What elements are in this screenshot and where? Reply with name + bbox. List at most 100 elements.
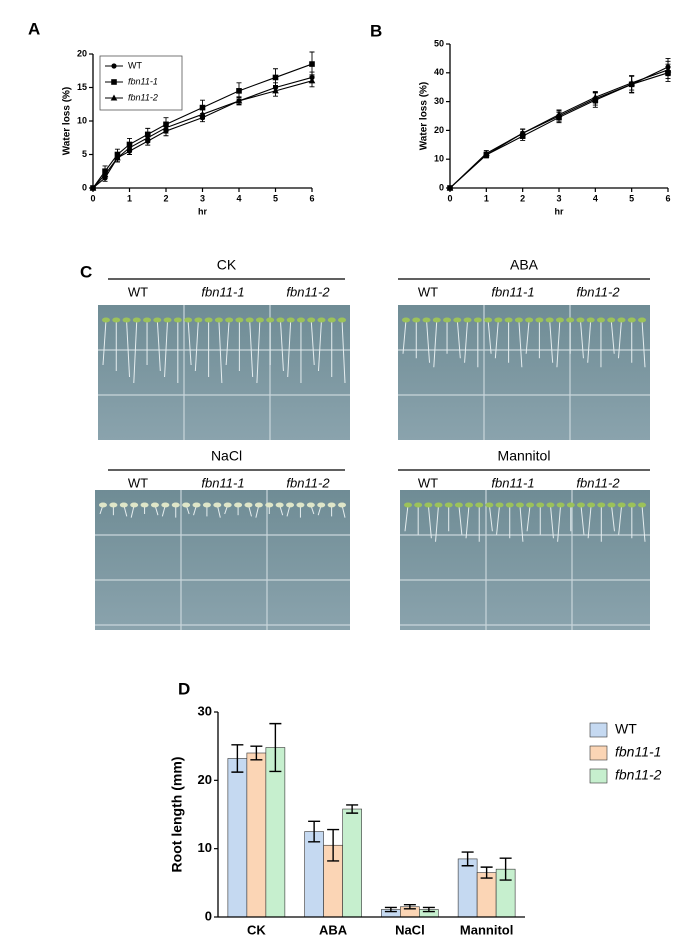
genotype-label: fbn11-1	[201, 284, 244, 299]
y-tick-label: 15	[77, 82, 87, 92]
seedling-root	[433, 319, 438, 368]
error-bar	[384, 906, 397, 913]
seedling-leaf	[99, 502, 107, 508]
seedling-leaf	[223, 502, 232, 508]
legend-swatch	[589, 722, 608, 738]
x-tick-label: 0	[90, 193, 95, 203]
x-tick-label: NaCl	[395, 922, 425, 937]
seedling-leaf	[338, 502, 346, 508]
x-tick-label: 2	[163, 193, 168, 203]
seedling-root	[494, 319, 499, 359]
error-bar	[422, 906, 435, 913]
seedling-root	[287, 319, 292, 378]
seedling-leaf	[454, 502, 463, 508]
seedling-root	[404, 504, 409, 532]
y-tick-label: 5	[82, 149, 87, 159]
seedling-root	[427, 504, 432, 539]
series-line	[449, 69, 669, 189]
seedling-leaf	[244, 502, 253, 508]
seedling-leaf	[617, 317, 626, 323]
legend-label: fbn11-2	[615, 767, 662, 783]
y-tick-label: 40	[434, 67, 444, 77]
seedling-leaf	[327, 502, 336, 508]
genotype-label: fbn11-1	[491, 475, 534, 490]
seedling-leaf	[514, 317, 523, 323]
seedling-root	[249, 319, 254, 378]
seedling-root	[310, 319, 315, 366]
seedling-leaf	[245, 317, 254, 323]
seedling-leaf	[638, 502, 646, 508]
seedling-leaf	[213, 502, 222, 508]
error-bar	[499, 857, 512, 881]
marker	[89, 184, 97, 191]
genotype-label: WT	[128, 475, 148, 490]
series-line	[449, 66, 669, 189]
legend-swatch	[589, 768, 608, 784]
x-tick-label: CK	[247, 922, 266, 937]
legend-label: WT	[615, 721, 637, 737]
seedling-leaf	[119, 502, 128, 508]
seedling-leaf	[182, 502, 191, 508]
x-tick-label: 4	[593, 193, 598, 203]
seedling-root	[133, 319, 138, 384]
seedling-leaf	[296, 502, 305, 508]
seedling-leaf	[214, 317, 223, 323]
y-tick-label: 50	[434, 38, 444, 48]
treatment-label: CK	[217, 257, 237, 273]
seedling-root	[549, 319, 554, 363]
treatment-label: ABA	[510, 257, 539, 273]
genotype-label: fbn11-2	[576, 284, 620, 299]
seedling-leaf	[317, 502, 326, 508]
seedling-leaf	[204, 317, 213, 323]
genotype-label: fbn11-1	[201, 475, 244, 490]
marker	[309, 61, 315, 67]
seedling-root	[458, 504, 463, 535]
seedling-root	[187, 319, 192, 366]
marker	[235, 97, 243, 104]
seedling-root	[164, 319, 169, 378]
seedling-leaf	[254, 502, 263, 508]
seedling-root	[218, 319, 223, 384]
seedling-root	[126, 319, 131, 378]
seedling-root	[525, 319, 530, 354]
legend-marker	[110, 94, 118, 101]
genotype-label: WT	[418, 475, 438, 490]
seedling-leaf	[617, 502, 626, 508]
seedling-root	[488, 504, 493, 532]
seedling-leaf	[535, 317, 544, 323]
seedling-leaf	[566, 502, 575, 508]
seedling-leaf	[607, 317, 616, 323]
seedling-leaf	[627, 502, 636, 508]
seedling-root	[102, 319, 107, 366]
error-bar	[461, 851, 474, 867]
bar	[457, 858, 478, 918]
seedling-leaf	[317, 317, 326, 323]
seedling-leaf	[453, 317, 462, 323]
seedling-leaf	[234, 502, 243, 508]
seedling-leaf	[112, 317, 121, 323]
seedling-leaf	[132, 317, 141, 323]
seedling-root	[487, 319, 492, 354]
legend-label: fbn11-2	[128, 92, 158, 102]
seedling-root	[435, 504, 440, 542]
genotype-label: fbn11-2	[286, 475, 330, 490]
seedling-leaf	[494, 317, 503, 323]
seedling-leaf	[473, 317, 482, 323]
seedling-leaf	[338, 317, 346, 323]
legend-marker	[111, 63, 117, 69]
seedling-root	[496, 504, 501, 535]
genotype-label: fbn11-2	[286, 284, 330, 299]
bar	[227, 758, 248, 918]
bar	[342, 808, 362, 918]
bar	[246, 752, 267, 918]
error-bar	[231, 744, 244, 773]
seedling-leaf	[475, 502, 484, 508]
seedling-leaf	[556, 502, 565, 508]
seedling-leaf	[235, 317, 244, 323]
y-tick-label: 20	[198, 772, 212, 787]
error-bar	[480, 866, 493, 879]
seedling-leaf	[443, 317, 452, 323]
marker	[144, 134, 152, 141]
seedling-leaf	[140, 502, 149, 508]
x-tick-label: 6	[309, 193, 314, 203]
